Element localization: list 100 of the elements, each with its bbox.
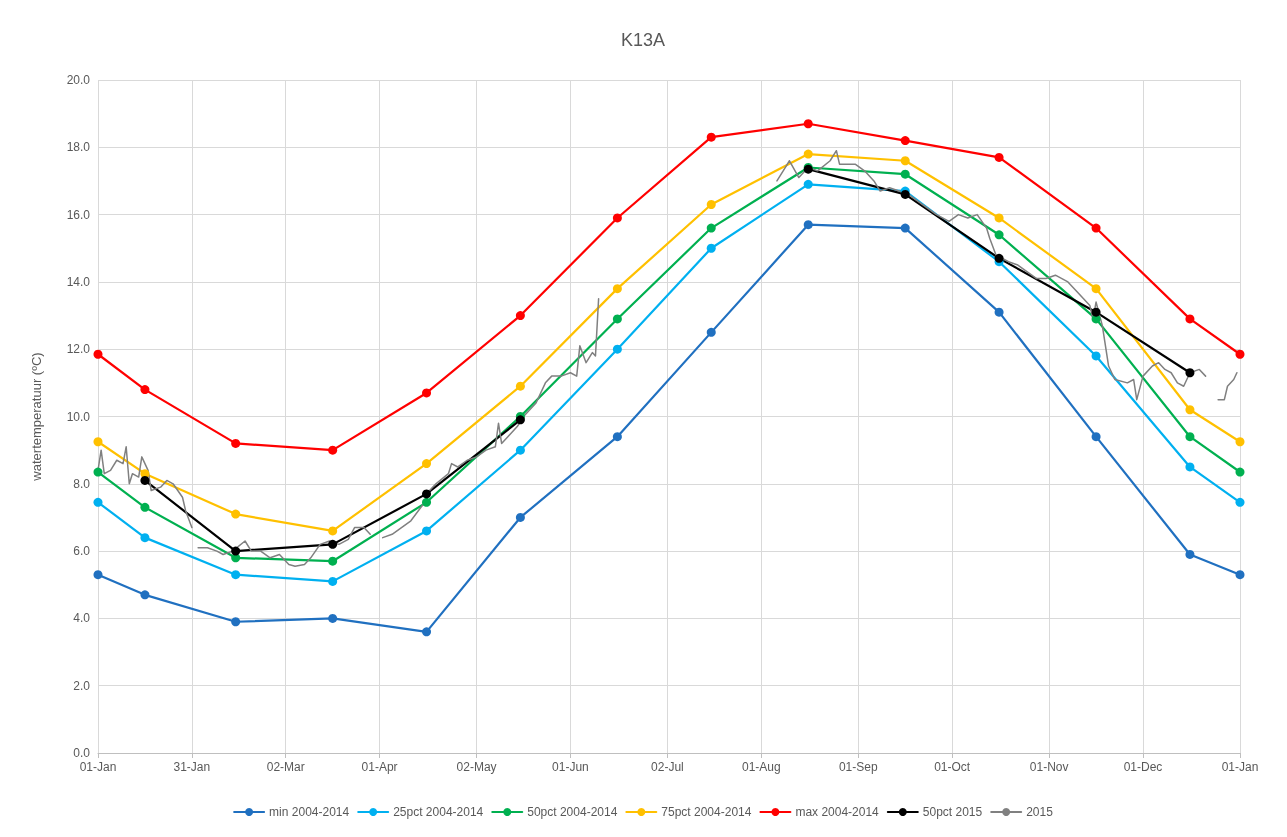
point — [422, 489, 432, 499]
chart-title: K13A — [620, 30, 666, 50]
point — [900, 169, 910, 179]
point — [803, 179, 813, 189]
point — [1091, 307, 1101, 317]
point — [515, 415, 525, 425]
x-tick-label: 01-Aug — [741, 760, 781, 774]
point — [1091, 351, 1101, 361]
point — [140, 502, 150, 512]
point — [1185, 405, 1195, 415]
point — [612, 284, 622, 294]
y-tick-label: 14.0 — [66, 274, 91, 289]
x-tick-label: 02-May — [456, 760, 497, 774]
y-tick-label: 0.0 — [73, 746, 91, 760]
point — [900, 223, 910, 233]
legend-label: 50pct 2015 — [922, 805, 983, 819]
point — [994, 230, 1004, 240]
point — [231, 546, 241, 556]
point — [1091, 284, 1101, 294]
y-tick-label: 20.0 — [66, 73, 91, 87]
point — [1235, 467, 1245, 477]
point — [612, 344, 622, 354]
point — [1235, 570, 1245, 580]
legend-label: min 2004-2014 — [269, 805, 350, 819]
x-tick-label: 02-Jul — [651, 760, 684, 774]
point — [706, 200, 716, 209]
x-tick-label: 01-Jan — [1221, 760, 1259, 774]
point — [1185, 314, 1195, 324]
point — [93, 570, 103, 580]
point — [328, 613, 338, 623]
point — [422, 526, 432, 536]
x-tick-label: 01-Apr — [361, 760, 398, 774]
point — [515, 381, 525, 391]
y-axis-title: watertemperatuur (ºC) — [29, 352, 44, 482]
point — [140, 590, 150, 600]
point — [231, 438, 241, 448]
point — [706, 243, 716, 253]
x-tick-label: 31-Jan — [173, 760, 211, 774]
point — [422, 388, 432, 398]
point — [994, 152, 1004, 162]
point — [1185, 462, 1195, 472]
y-tick-label: 6.0 — [73, 544, 91, 559]
point — [1235, 349, 1245, 359]
point — [612, 314, 622, 324]
y-tick-label: 16.0 — [66, 207, 91, 222]
point — [93, 349, 103, 359]
legend-label: 75pct 2004-2014 — [661, 805, 752, 819]
x-tick-label: 02-Mar — [266, 760, 305, 774]
point — [140, 533, 150, 543]
point — [231, 570, 241, 580]
point — [994, 307, 1004, 317]
point — [231, 617, 241, 627]
point — [93, 467, 103, 477]
point — [1091, 432, 1101, 442]
point — [231, 509, 241, 519]
legend-label: 2015 — [1026, 805, 1054, 819]
point — [422, 459, 432, 469]
x-tick-label: 01-Sep — [838, 760, 878, 774]
point — [900, 156, 910, 166]
legend-label: 50pct 2004-2014 — [527, 805, 618, 819]
point — [994, 253, 1004, 263]
point — [706, 223, 716, 233]
x-tick-label: 01-Dec — [1123, 760, 1163, 774]
point — [328, 576, 338, 586]
point — [140, 385, 150, 395]
point — [612, 213, 622, 223]
y-tick-label: 2.0 — [73, 678, 91, 693]
point — [328, 445, 338, 455]
x-tick-label: 01-Jun — [552, 760, 589, 774]
legend-label: max 2004-2014 — [795, 805, 880, 819]
x-tick-label: 01-Jan — [79, 760, 117, 774]
point — [1235, 497, 1245, 507]
y-tick-label: 4.0 — [73, 611, 91, 626]
point — [328, 539, 338, 549]
y-tick-label: 8.0 — [73, 476, 91, 491]
point — [1091, 223, 1101, 233]
point — [93, 497, 103, 507]
point — [140, 475, 150, 485]
point — [1185, 432, 1195, 442]
point — [900, 136, 910, 146]
point — [515, 311, 525, 321]
point — [328, 526, 338, 536]
point — [328, 556, 338, 566]
point — [706, 327, 716, 337]
point — [1185, 368, 1195, 378]
point — [422, 497, 432, 507]
point — [706, 132, 716, 142]
point — [93, 437, 103, 447]
point — [515, 445, 525, 455]
point — [422, 627, 432, 637]
point — [612, 432, 622, 442]
y-tick-label: 12.0 — [66, 342, 91, 357]
point — [803, 119, 813, 129]
point — [803, 149, 813, 159]
point — [515, 512, 525, 522]
point — [1185, 549, 1195, 559]
point — [803, 220, 813, 230]
legend-label: 25pct 2004-2014 — [393, 805, 484, 819]
x-tick-label: 01-Oct — [934, 760, 971, 774]
y-tick-label: 10.0 — [66, 409, 91, 424]
